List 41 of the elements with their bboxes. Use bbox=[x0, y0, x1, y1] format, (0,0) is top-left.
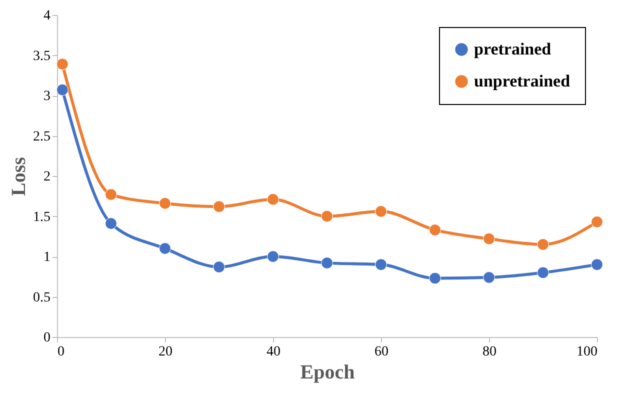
legend-label: pretrained bbox=[474, 40, 552, 58]
y-axis-title: Loss bbox=[8, 156, 30, 196]
x-tick-label: 40 bbox=[266, 344, 280, 360]
point bbox=[213, 261, 225, 273]
point bbox=[375, 258, 387, 270]
point bbox=[537, 266, 549, 279]
legend-label: unpretrained bbox=[474, 72, 571, 90]
y-tick-label: 1.5 bbox=[33, 210, 50, 225]
x-axis-title: Epoch bbox=[300, 362, 355, 384]
x-tick-label: 0 bbox=[58, 344, 64, 360]
y-tick-label: 0.5 bbox=[33, 290, 50, 306]
point bbox=[375, 205, 387, 218]
x-tick-label: 100 bbox=[576, 344, 598, 360]
point bbox=[159, 242, 171, 254]
y-tick-label: 3 bbox=[44, 89, 50, 104]
point bbox=[429, 224, 441, 236]
y-tick-label: 3.5 bbox=[33, 48, 50, 64]
x-tick-label: 80 bbox=[482, 344, 496, 360]
x-tick-label: 60 bbox=[374, 344, 388, 360]
point bbox=[321, 257, 333, 269]
point bbox=[267, 250, 279, 262]
point bbox=[483, 271, 495, 284]
y-tick-label: 4 bbox=[44, 8, 50, 24]
point bbox=[159, 197, 171, 210]
point bbox=[483, 232, 495, 245]
x-tick-label: 20 bbox=[158, 344, 172, 360]
point bbox=[321, 210, 333, 222]
point bbox=[267, 193, 279, 206]
point bbox=[213, 200, 225, 213]
point bbox=[591, 258, 603, 270]
y-tick-label: 2 bbox=[44, 170, 50, 184]
point bbox=[105, 188, 117, 200]
point bbox=[105, 218, 117, 230]
y-tick-label: 0 bbox=[44, 330, 50, 346]
y-tick-label: 2.5 bbox=[33, 129, 50, 144]
y-tick-label: 1 bbox=[44, 250, 50, 265]
point bbox=[429, 272, 441, 284]
point bbox=[56, 84, 68, 96]
point bbox=[56, 58, 68, 70]
point bbox=[591, 216, 603, 228]
point bbox=[537, 238, 549, 250]
